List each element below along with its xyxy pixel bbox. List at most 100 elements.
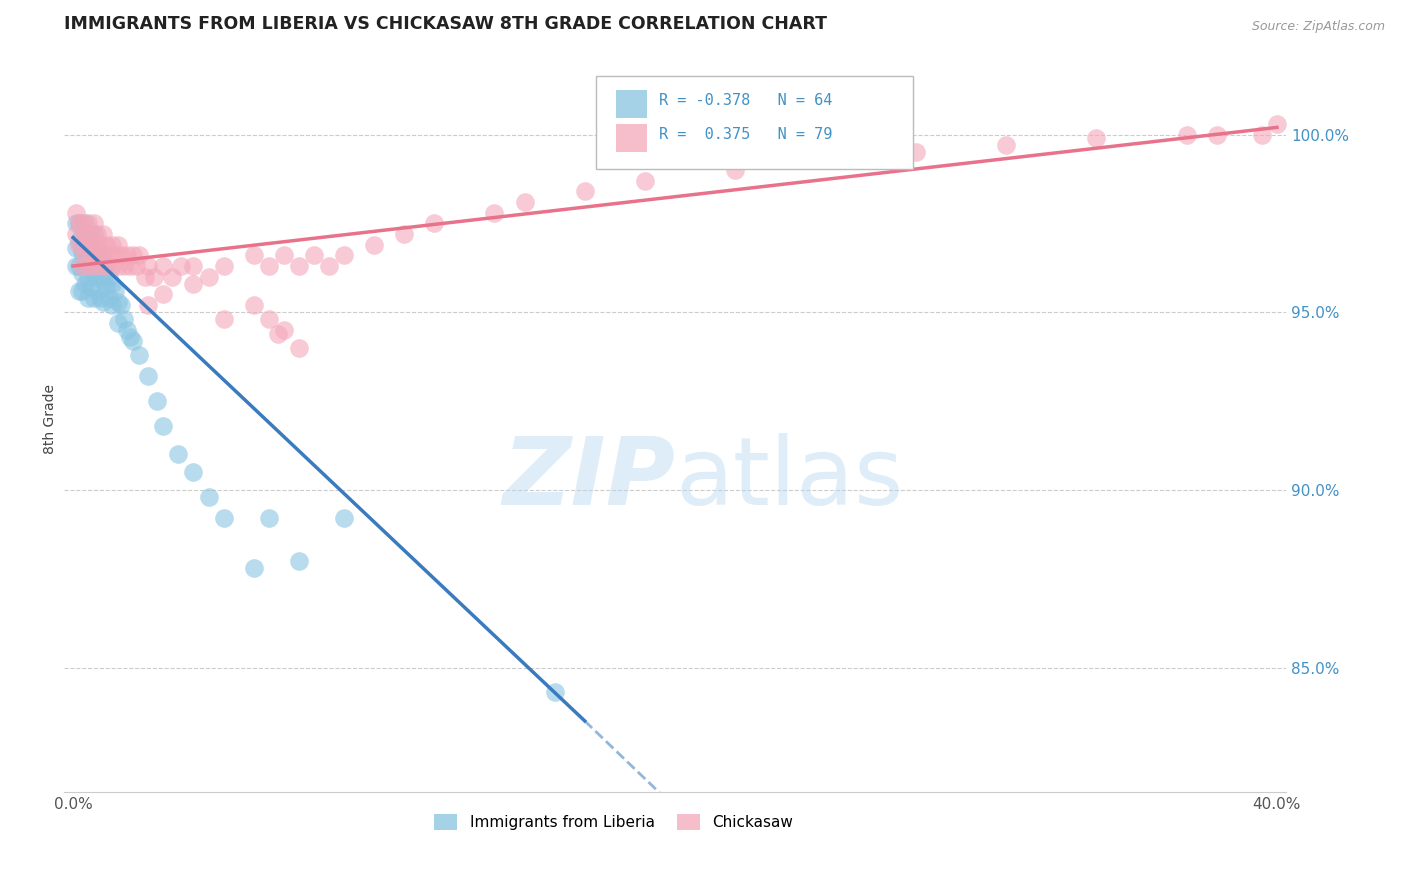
Point: [80, 280, 103, 294]
Point: [107, 316, 129, 330]
Point: [197, 490, 219, 504]
Point: [543, 685, 565, 699]
Point: [288, 341, 311, 355]
Point: [91, 294, 114, 309]
Point: [65, 259, 87, 273]
Point: [1265, 117, 1288, 131]
Point: [183, 465, 205, 479]
Point: [89, 248, 111, 262]
Legend: Immigrants from Liberia, Chickasaw: Immigrants from Liberia, Chickasaw: [429, 808, 800, 837]
Point: [77, 248, 100, 262]
Point: [67, 234, 90, 248]
Point: [120, 330, 142, 344]
Point: [110, 298, 132, 312]
Point: [242, 298, 264, 312]
Point: [724, 163, 747, 178]
Point: [83, 291, 105, 305]
Point: [107, 259, 129, 273]
Point: [423, 216, 446, 230]
Point: [273, 248, 295, 262]
Point: [112, 312, 135, 326]
Point: [75, 255, 97, 269]
Point: [75, 277, 97, 291]
Point: [138, 369, 160, 384]
Point: [77, 269, 100, 284]
Point: [101, 237, 124, 252]
Point: [70, 266, 93, 280]
Point: [120, 259, 142, 273]
Text: IMMIGRANTS FROM LIBERIA VS CHICKASAW 8TH GRADE CORRELATION CHART: IMMIGRANTS FROM LIBERIA VS CHICKASAW 8TH…: [65, 15, 827, 33]
Point: [70, 241, 93, 255]
Point: [75, 227, 97, 241]
Point: [212, 312, 235, 326]
Point: [77, 291, 100, 305]
Point: [170, 259, 193, 273]
Point: [392, 227, 415, 241]
Point: [89, 237, 111, 252]
Point: [484, 205, 506, 219]
Point: [98, 248, 121, 262]
Point: [96, 259, 118, 273]
Point: [212, 259, 235, 273]
Point: [91, 273, 114, 287]
Point: [89, 269, 111, 284]
Point: [77, 259, 100, 273]
Point: [75, 216, 97, 230]
Point: [89, 291, 111, 305]
Point: [83, 248, 105, 262]
Point: [212, 511, 235, 525]
Point: [333, 511, 356, 525]
Point: [183, 277, 205, 291]
Point: [77, 216, 100, 230]
Point: [83, 269, 105, 284]
Point: [104, 248, 127, 262]
Point: [122, 334, 145, 348]
Point: [273, 323, 295, 337]
Point: [91, 227, 114, 241]
Point: [70, 227, 93, 241]
Point: [75, 248, 97, 262]
Point: [96, 259, 118, 273]
Point: [75, 234, 97, 248]
Point: [98, 291, 121, 305]
Point: [128, 248, 150, 262]
Point: [107, 294, 129, 309]
Point: [125, 259, 148, 273]
Point: [138, 298, 160, 312]
Point: [77, 241, 100, 255]
Point: [128, 348, 150, 362]
Point: [267, 326, 290, 341]
Point: [80, 227, 103, 241]
Point: [89, 259, 111, 273]
Point: [1250, 128, 1272, 142]
Point: [110, 248, 132, 262]
Point: [257, 259, 280, 273]
Point: [67, 259, 90, 273]
Point: [143, 269, 166, 284]
Point: [70, 259, 93, 273]
Point: [167, 447, 190, 461]
Point: [138, 259, 160, 273]
Point: [83, 227, 105, 241]
Point: [513, 194, 536, 209]
Point: [101, 277, 124, 291]
Point: [117, 323, 139, 337]
Point: [152, 418, 174, 433]
Text: ZIP: ZIP: [502, 433, 675, 524]
Point: [107, 237, 129, 252]
Point: [67, 216, 90, 230]
Point: [80, 259, 103, 273]
Point: [1085, 131, 1108, 145]
Point: [574, 185, 596, 199]
Point: [122, 248, 145, 262]
Point: [65, 216, 87, 230]
Point: [1205, 128, 1227, 142]
Point: [152, 287, 174, 301]
Point: [242, 561, 264, 575]
Point: [70, 216, 93, 230]
Point: [152, 259, 174, 273]
Point: [288, 554, 311, 568]
Point: [86, 284, 108, 298]
Point: [904, 145, 927, 160]
Point: [995, 138, 1018, 153]
